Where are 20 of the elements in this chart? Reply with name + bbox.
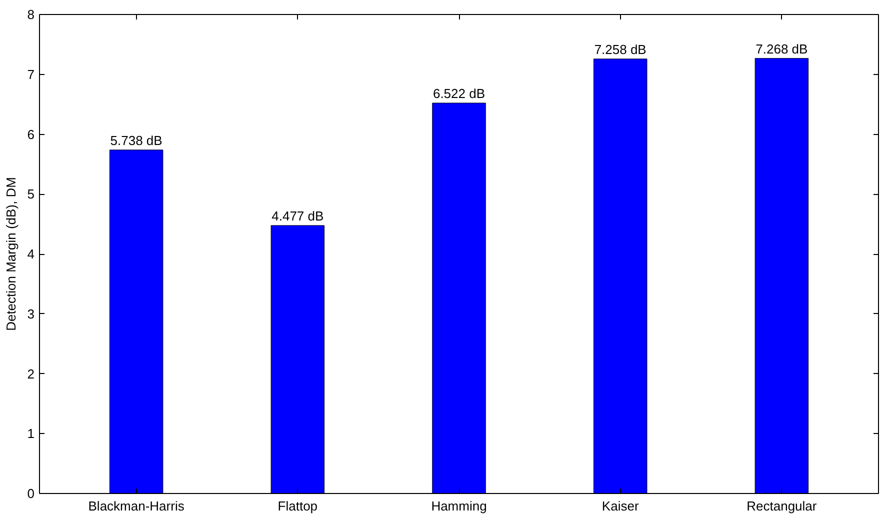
y-tick-label: 3: [27, 306, 35, 322]
x-tick-label: Rectangular: [746, 498, 818, 514]
y-tick-label: 6: [27, 126, 35, 142]
data-label: 7.268 dB: [756, 41, 808, 56]
x-tick-label: Blackman-Harris: [88, 498, 185, 514]
x-tick-label: Kaiser: [602, 498, 640, 514]
y-tick-label: 2: [27, 366, 35, 382]
y-axis-title: Detection Margin (dB), DM: [3, 177, 18, 331]
x-tick-label: Hamming: [431, 498, 487, 514]
y-tick-label: 1: [27, 426, 35, 442]
data-label: 6.522 dB: [432, 86, 486, 101]
data-label: 4.477 dB: [272, 208, 324, 224]
data-label: 7.258 dB: [594, 42, 646, 57]
x-tick-label: Flattop: [278, 498, 318, 514]
y-tick-label: 8: [27, 7, 35, 22]
data-label: 5.738 dB: [110, 132, 162, 148]
y-tick-label: 0: [27, 486, 35, 501]
y-tick-label: 4: [27, 246, 35, 262]
y-tick-label: 7: [27, 66, 35, 82]
y-tick-label: 5: [27, 186, 35, 202]
